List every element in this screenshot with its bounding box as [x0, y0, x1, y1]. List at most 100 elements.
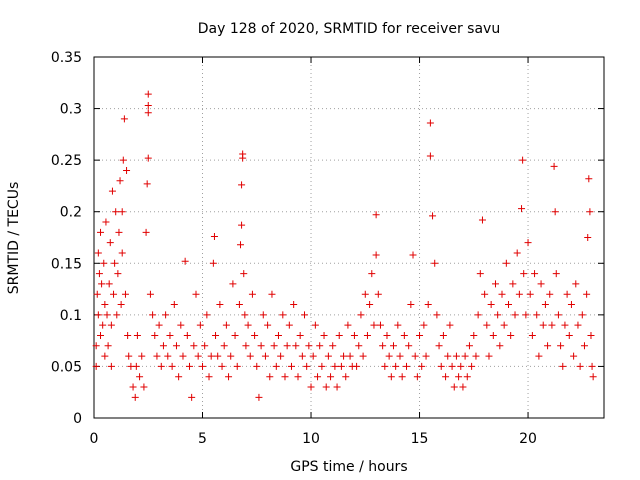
- x-tick-label: 20: [519, 431, 537, 447]
- data-point: [392, 362, 400, 370]
- data-point: [318, 362, 326, 370]
- y-tick-label: 0.2: [60, 205, 82, 221]
- data-point: [155, 321, 163, 329]
- x-tick-label: 10: [302, 431, 320, 447]
- data-point: [241, 311, 249, 319]
- data-point: [192, 290, 200, 298]
- data-point: [132, 362, 140, 370]
- y-axis-label: SRMTID / TECUs: [6, 182, 22, 295]
- data-point: [396, 352, 404, 360]
- data-point: [162, 311, 170, 319]
- data-point: [457, 362, 465, 370]
- data-point: [231, 331, 239, 339]
- data-point: [108, 187, 116, 195]
- data-point: [136, 373, 144, 381]
- data-point: [266, 373, 274, 381]
- data-point: [474, 311, 482, 319]
- data-point: [583, 290, 591, 298]
- data-point: [244, 321, 252, 329]
- data-point: [346, 352, 354, 360]
- data-point: [177, 321, 185, 329]
- data-point: [106, 239, 114, 247]
- data-point: [143, 180, 151, 188]
- data-point: [539, 321, 547, 329]
- data-point: [327, 373, 335, 381]
- data-point: [144, 154, 152, 162]
- data-point: [552, 270, 560, 278]
- data-point: [270, 342, 278, 350]
- data-point: [337, 362, 345, 370]
- data-point: [353, 362, 361, 370]
- data-point: [340, 352, 348, 360]
- data-point: [513, 249, 521, 257]
- data-point: [541, 301, 549, 309]
- data-point: [322, 383, 330, 391]
- data-point: [140, 383, 148, 391]
- data-point: [485, 352, 493, 360]
- data-point: [444, 352, 452, 360]
- data-point: [505, 301, 513, 309]
- data-point: [92, 342, 100, 350]
- data-point: [123, 166, 131, 174]
- data-point: [363, 331, 371, 339]
- data-point: [101, 301, 109, 309]
- data-point: [426, 119, 434, 127]
- data-point: [116, 177, 124, 185]
- data-point: [303, 362, 311, 370]
- data-point: [476, 270, 484, 278]
- data-point: [570, 352, 578, 360]
- data-point: [455, 373, 463, 381]
- chart-title: Day 128 of 2020, SRMTID for receiver sav…: [198, 21, 500, 37]
- data-point: [111, 259, 119, 267]
- data-point: [236, 241, 244, 249]
- y-tick-label: 0: [73, 411, 82, 427]
- data-point: [522, 311, 530, 319]
- data-point: [216, 301, 224, 309]
- data-point: [121, 290, 129, 298]
- data-point: [301, 311, 309, 319]
- data-point: [551, 208, 559, 216]
- data-point: [368, 270, 376, 278]
- data-point: [496, 342, 504, 350]
- data-point: [175, 373, 183, 381]
- data-point: [316, 342, 324, 350]
- data-point: [205, 373, 213, 381]
- data-point: [586, 208, 594, 216]
- data-point: [179, 352, 187, 360]
- data-point: [296, 331, 304, 339]
- data-point: [450, 383, 458, 391]
- data-point: [222, 321, 230, 329]
- data-point: [342, 373, 350, 381]
- data-point: [376, 321, 384, 329]
- data-point: [470, 331, 478, 339]
- data-point: [344, 321, 352, 329]
- data-point: [413, 373, 421, 381]
- data-point: [261, 352, 269, 360]
- y-tick-label: 0.1: [60, 308, 82, 324]
- data-point: [214, 352, 222, 360]
- data-point: [379, 342, 387, 350]
- data-point: [350, 331, 358, 339]
- data-point: [311, 321, 319, 329]
- data-point: [93, 290, 101, 298]
- data-point: [218, 362, 226, 370]
- data-point: [533, 311, 541, 319]
- data-point: [411, 352, 419, 360]
- data-point: [105, 280, 113, 288]
- data-point: [576, 362, 584, 370]
- data-point: [238, 221, 246, 229]
- data-point: [287, 362, 295, 370]
- data-point: [274, 331, 282, 339]
- data-point: [459, 383, 467, 391]
- data-point: [225, 373, 233, 381]
- data-point: [240, 270, 248, 278]
- data-point: [142, 228, 150, 236]
- data-point: [164, 352, 172, 360]
- data-point: [448, 362, 456, 370]
- data-point: [129, 383, 137, 391]
- data-point: [452, 352, 460, 360]
- data-point: [190, 342, 198, 350]
- data-point: [149, 311, 157, 319]
- data-point: [359, 352, 367, 360]
